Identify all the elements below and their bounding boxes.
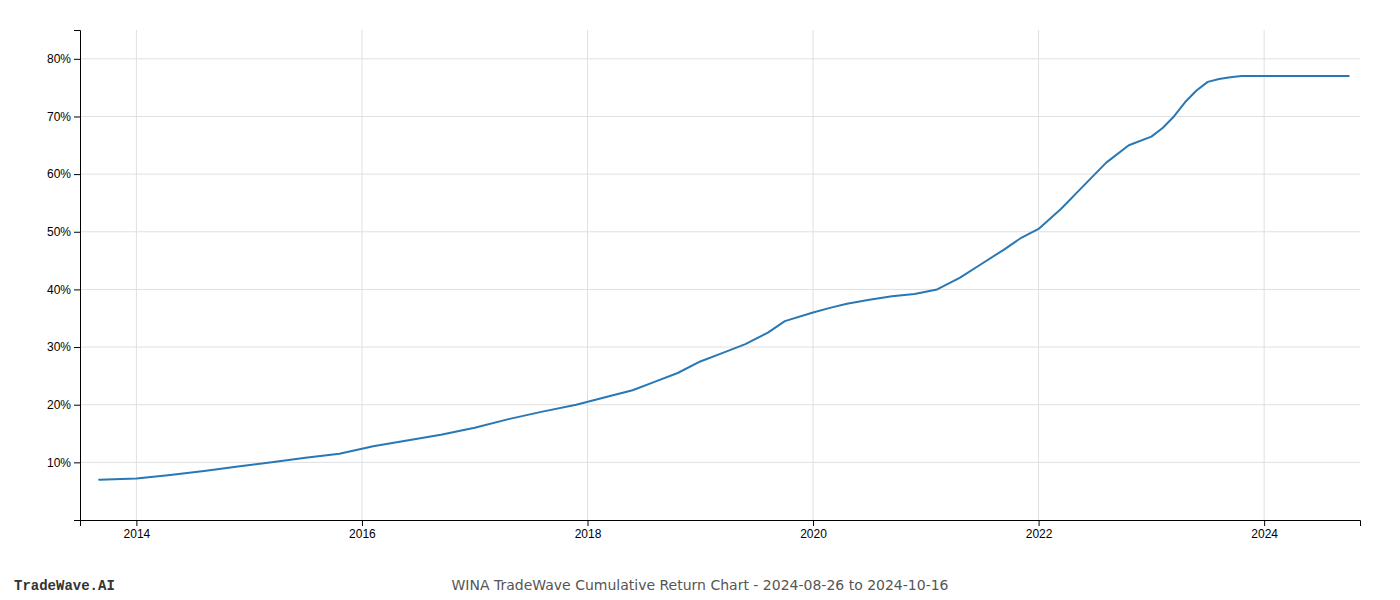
x-tick: 2020	[800, 520, 827, 541]
y-tick: 40%	[47, 283, 80, 297]
y-tick: 80%	[47, 52, 80, 66]
y-tick-label: 70%	[47, 110, 71, 124]
grid-line-y	[80, 58, 1360, 59]
y-tick-mark	[74, 174, 80, 175]
x-tick-mark	[136, 520, 137, 526]
y-tick: 70%	[47, 110, 80, 124]
y-tick-label: 60%	[47, 167, 71, 181]
grid-line-x	[1038, 30, 1039, 520]
x-tick: 2016	[349, 520, 376, 541]
x-tick-label: 2024	[1251, 527, 1278, 541]
y-tick-mark	[74, 405, 80, 406]
y-tick-mark	[74, 116, 80, 117]
y-tick: 60%	[47, 167, 80, 181]
x-axis: 2014 2016 2018 2020 2022 2024	[81, 520, 1361, 541]
y-tick: 30%	[47, 340, 80, 354]
x-tick: 2024	[1251, 520, 1278, 541]
x-tick-label: 2016	[349, 527, 376, 541]
y-tick-label: 20%	[47, 398, 71, 412]
y-tick-label: 30%	[47, 340, 71, 354]
x-tick-label: 2018	[575, 527, 602, 541]
x-tick-mark	[1264, 520, 1265, 526]
x-tick: 2022	[1026, 520, 1053, 541]
grid-line-y	[80, 347, 1360, 348]
y-tick: 50%	[47, 225, 80, 239]
marks	[99, 76, 1349, 480]
y-tick-label: 80%	[47, 52, 71, 66]
x-tick: 2014	[124, 520, 151, 541]
x-tick-label: 2020	[800, 527, 827, 541]
y-tick-label: 40%	[47, 283, 71, 297]
y-axis-line	[74, 31, 81, 521]
grid-line-y	[80, 231, 1360, 232]
grid-line-y	[80, 289, 1360, 290]
x-tick: 2018	[575, 520, 602, 541]
grid-line-y	[80, 404, 1360, 405]
grid-line-x	[587, 30, 588, 520]
y-axis: 10% 20% 30% 40% 50% 60% 70% 80%	[47, 31, 81, 521]
y-tick: 20%	[47, 398, 80, 412]
line	[99, 76, 1349, 480]
x-tick-mark	[362, 520, 363, 526]
grid	[80, 30, 1360, 520]
plot-area: 2014 2016 2018 2020 2022 2024 10% 20% 30% 40% 50% 6…	[47, 30, 1361, 541]
grid-line-y	[80, 174, 1360, 175]
grid-line-x	[361, 30, 362, 520]
grid-line-x	[136, 30, 137, 520]
grid-line-x	[1264, 30, 1265, 520]
grid-line-y	[80, 116, 1360, 117]
y-tick-mark	[74, 462, 80, 463]
y-tick: 10%	[47, 456, 80, 470]
y-tick-label: 10%	[47, 456, 71, 470]
x-axis-line	[81, 521, 1361, 527]
y-tick-mark	[74, 59, 80, 60]
y-tick-label: 50%	[47, 225, 71, 239]
watermark: TradeWave.AI	[14, 578, 115, 594]
grid-line-x	[813, 30, 814, 520]
y-tick-mark	[74, 232, 80, 233]
y-tick-mark	[74, 347, 80, 348]
x-tick-mark	[587, 520, 588, 526]
x-tick-label: 2014	[124, 527, 151, 541]
y-tick-mark	[74, 289, 80, 290]
chart: 2014 2016 2018 2020 2022 2024 10% 20% 30% 40% 50% 6…	[0, 0, 1400, 600]
x-tick-mark	[1039, 520, 1040, 526]
x-tick-label: 2022	[1026, 527, 1053, 541]
x-tick-mark	[813, 520, 814, 526]
title: WINA TradeWave Cumulative Return Chart -…	[451, 577, 948, 593]
